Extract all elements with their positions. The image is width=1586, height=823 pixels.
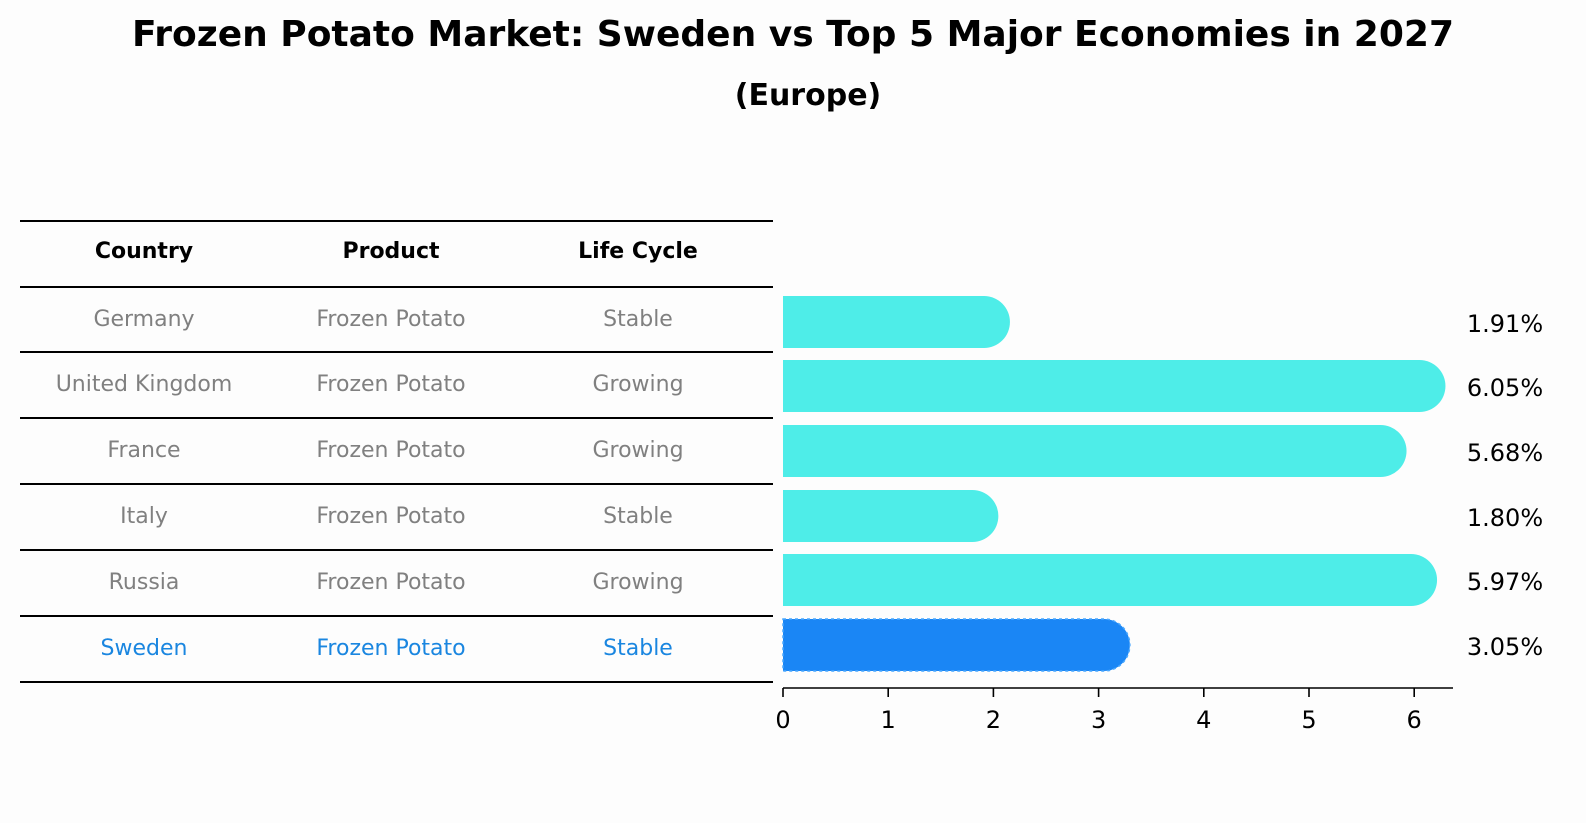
table-cell: Russia <box>108 570 180 595</box>
bar-italy <box>783 490 999 542</box>
bar-value-label: 3.05% <box>1467 633 1543 661</box>
bar-value-label: 6.05% <box>1467 374 1543 402</box>
table-cell: Italy <box>120 504 168 529</box>
chart-subtitle: (Europe) <box>734 78 882 113</box>
table-rule <box>20 549 773 551</box>
x-tick-label: 0 <box>775 706 790 734</box>
bar-value-label: 1.80% <box>1467 504 1543 532</box>
table-cell: Frozen Potato <box>316 636 466 661</box>
x-tick-label: 1 <box>881 706 896 734</box>
bar-value-label: 5.97% <box>1467 568 1543 596</box>
table-cell: France <box>107 438 181 463</box>
table-cell: Stable <box>603 306 673 332</box>
x-tick-label: 3 <box>1091 706 1106 734</box>
x-tick-label: 6 <box>1407 706 1422 734</box>
table-cell: Frozen Potato <box>316 504 466 529</box>
table-rule <box>20 483 773 485</box>
table-header-cell: Life Cycle <box>578 239 698 264</box>
x-tick-label: 4 <box>1196 706 1211 734</box>
table-cell: Frozen Potato <box>316 372 466 397</box>
bar-value-label: 5.68% <box>1467 439 1543 467</box>
bar-value-label: 1.91% <box>1467 310 1543 338</box>
table-cell: Frozen Potato <box>316 438 466 463</box>
table-rule <box>20 681 773 683</box>
table-header-cell: Product <box>342 239 440 264</box>
table-cell: Germany <box>93 306 195 332</box>
bar-russia <box>783 554 1438 606</box>
table-header-cell: Country <box>94 239 194 264</box>
table-rule <box>20 615 773 617</box>
table-cell: Stable <box>603 504 673 529</box>
table-rule <box>20 351 773 353</box>
table-rule <box>20 417 773 419</box>
chart-title: Frozen Potato Market: Sweden vs Top 5 Ma… <box>132 14 1454 55</box>
bar-sweden <box>782 618 1131 672</box>
table-rule <box>20 220 773 222</box>
bar-france <box>783 425 1407 477</box>
table-cell: Sweden <box>100 636 188 661</box>
x-tick-label: 2 <box>986 706 1001 734</box>
table-cell: Frozen Potato <box>316 570 466 595</box>
table-cell: Growing <box>592 570 684 595</box>
table-rule <box>20 286 773 288</box>
x-tick-label: 5 <box>1301 706 1316 734</box>
table-cell: Growing <box>592 372 684 397</box>
table-cell: United Kingdom <box>55 372 233 397</box>
bar-united-kingdom <box>783 360 1446 412</box>
table-cell: Stable <box>603 636 673 661</box>
table-cell: Growing <box>592 438 684 463</box>
table-cell: Frozen Potato <box>316 306 466 332</box>
bar-germany <box>783 296 1010 348</box>
